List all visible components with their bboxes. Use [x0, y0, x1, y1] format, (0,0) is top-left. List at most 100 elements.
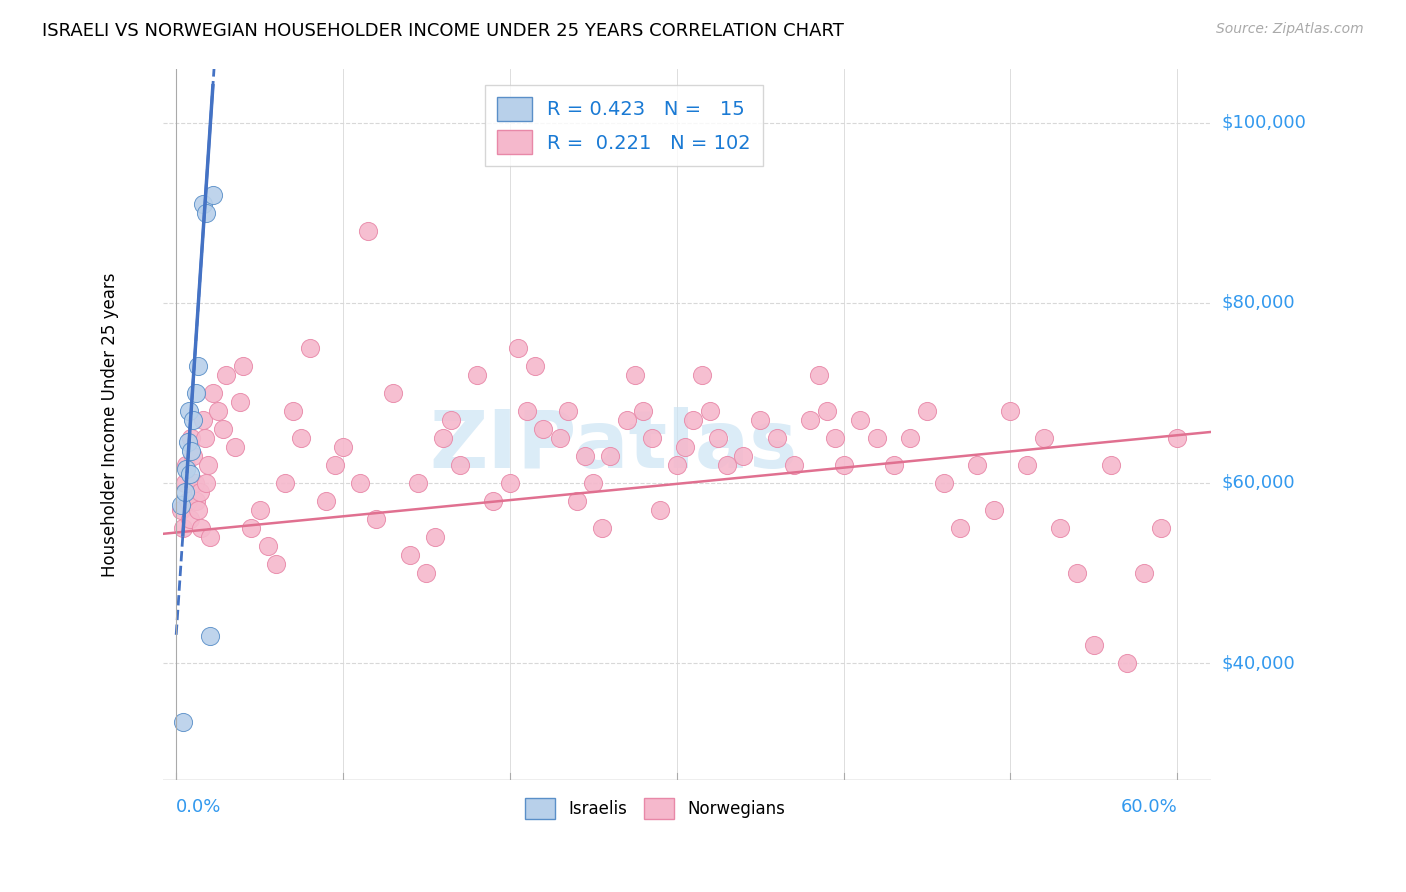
Point [281, 404, 304, 418]
Point [201, 187, 224, 202]
Point [170, 503, 193, 517]
Point [257, 539, 280, 553]
Point [733, 449, 755, 463]
Point [298, 341, 321, 355]
Point [191, 196, 214, 211]
Point [179, 467, 201, 481]
Point [1000, 404, 1022, 418]
Text: $60,000: $60,000 [1222, 474, 1295, 492]
Point [832, 458, 855, 472]
Point [174, 462, 197, 476]
Point [508, 341, 530, 355]
Point [440, 413, 463, 427]
Point [186, 385, 208, 400]
Point [782, 458, 804, 472]
Point [1133, 566, 1156, 580]
Point [648, 503, 671, 517]
Text: $40,000: $40,000 [1222, 654, 1295, 673]
Point [548, 431, 571, 445]
Point [181, 449, 204, 463]
Point [432, 431, 454, 445]
Point [415, 566, 437, 580]
Point [366, 512, 388, 526]
Point [1116, 656, 1139, 670]
Point [499, 475, 522, 490]
Point [799, 413, 821, 427]
Point [482, 494, 505, 508]
Point [707, 431, 730, 445]
Point [716, 458, 738, 472]
Point [966, 458, 988, 472]
Point [332, 440, 354, 454]
Point [565, 494, 588, 508]
Point [212, 422, 235, 436]
Point [266, 557, 288, 571]
Point [207, 404, 229, 418]
Point [232, 359, 254, 373]
Point [824, 431, 846, 445]
Point [633, 404, 655, 418]
Point [382, 385, 405, 400]
Point [557, 404, 579, 418]
Point [180, 444, 202, 458]
Point [898, 431, 921, 445]
Point [531, 422, 554, 436]
Point [215, 368, 238, 382]
Point [181, 413, 204, 427]
Point [201, 385, 224, 400]
Point [1017, 458, 1039, 472]
Point [190, 521, 212, 535]
Point [624, 368, 647, 382]
Point [574, 449, 596, 463]
Point [616, 413, 638, 427]
Point [174, 485, 197, 500]
Point [177, 494, 200, 508]
Point [187, 359, 209, 373]
Point [932, 475, 955, 490]
Point [749, 413, 772, 427]
Point [1099, 458, 1122, 472]
Point [188, 485, 211, 500]
Point [177, 404, 200, 418]
Point [673, 440, 696, 454]
Point [186, 494, 208, 508]
Point [699, 404, 721, 418]
Point [849, 413, 872, 427]
Point [1083, 638, 1105, 652]
Point [682, 413, 704, 427]
Point [198, 530, 221, 544]
Point [249, 503, 271, 517]
Text: Source: ZipAtlas.com: Source: ZipAtlas.com [1216, 22, 1364, 37]
Point [1166, 431, 1188, 445]
Point [193, 431, 215, 445]
Point [240, 521, 263, 535]
Point [172, 714, 194, 729]
Point [228, 395, 250, 409]
Point [187, 503, 209, 517]
Text: ISRAELI VS NORWEGIAN HOUSEHOLDER INCOME UNDER 25 YEARS CORRELATION CHART: ISRAELI VS NORWEGIAN HOUSEHOLDER INCOME … [42, 22, 844, 40]
Text: $100,000: $100,000 [1222, 113, 1306, 132]
Text: ZIPatlas: ZIPatlas [429, 407, 797, 484]
Point [173, 475, 195, 490]
Text: Householder Income Under 25 years: Householder Income Under 25 years [101, 272, 120, 576]
Text: 60.0%: 60.0% [1121, 798, 1177, 816]
Point [398, 548, 420, 562]
Point [179, 512, 201, 526]
Point [641, 431, 664, 445]
Point [174, 458, 197, 472]
Text: 0.0%: 0.0% [176, 798, 222, 816]
Point [582, 475, 605, 490]
Point [523, 359, 546, 373]
Point [815, 404, 838, 418]
Point [1032, 431, 1054, 445]
Point [949, 521, 972, 535]
Point [423, 530, 446, 544]
Point [915, 404, 938, 418]
Point [1149, 521, 1171, 535]
Point [406, 475, 429, 490]
Point [170, 499, 193, 513]
Point [883, 458, 905, 472]
Point [357, 224, 380, 238]
Legend: Israelis, Norwegians: Israelis, Norwegians [519, 792, 792, 825]
Point [177, 435, 200, 450]
